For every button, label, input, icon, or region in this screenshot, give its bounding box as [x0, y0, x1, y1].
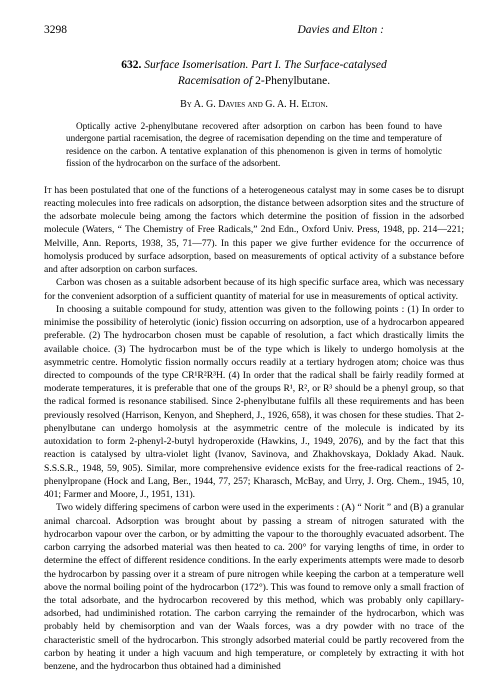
article-title: 632. Surface Isomerisation. Part I. The … — [44, 58, 464, 89]
page-number: 3298 — [44, 24, 67, 36]
para-1-rest: has been postulated that one of the func… — [44, 185, 464, 275]
paragraph-1: It has been postulated that one of the f… — [44, 184, 464, 277]
paragraph-3: In choosing a suitable compound for stud… — [44, 303, 464, 502]
abstract: Optically active 2-phenylbutane recovere… — [66, 120, 442, 170]
byline: By A. G. Davies and G. A. H. Elton. — [44, 99, 464, 110]
running-head: Davies and Elton : — [297, 24, 464, 36]
title-line-1: Surface Isomerisation. Part I. The Surfa… — [144, 59, 386, 71]
page: 3298 Davies and Elton : 632. Surface Iso… — [0, 0, 500, 693]
article-number: 632. — [121, 59, 141, 71]
paragraph-2: Carbon was chosen as a suitable adsorben… — [44, 276, 464, 302]
title-compound: 2-Phenylbutane. — [255, 75, 330, 87]
title-line-2-pre: Racemisation of — [178, 75, 255, 87]
paragraph-4: Two widely differing specimens of carbon… — [44, 501, 464, 673]
page-header: 3298 Davies and Elton : — [44, 24, 464, 36]
